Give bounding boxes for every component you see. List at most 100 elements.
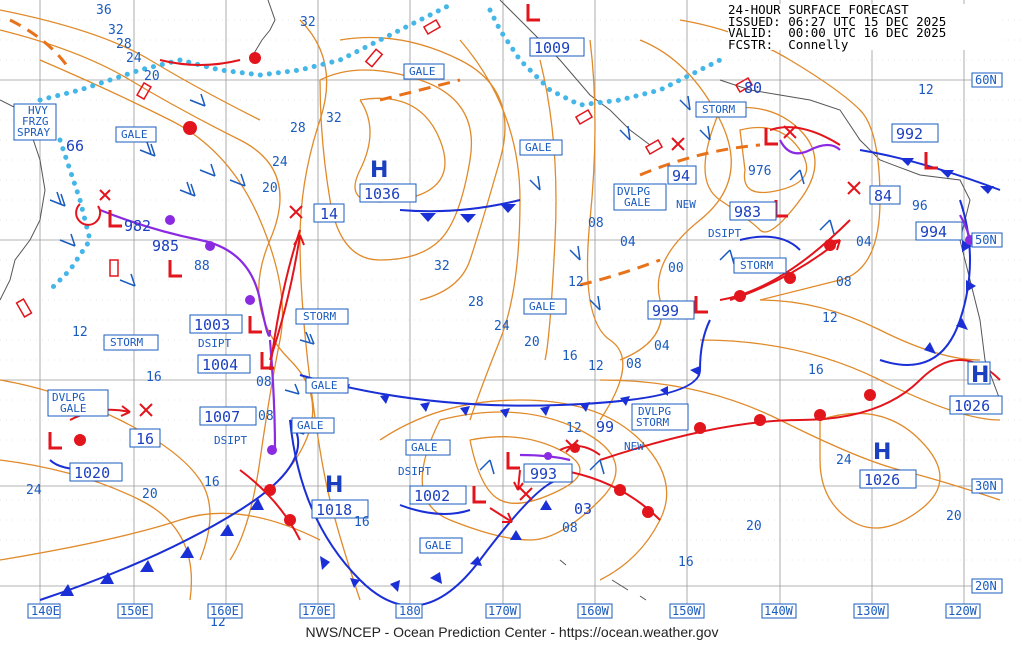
svg-text:24: 24 [26,483,42,498]
lat-60n: 60N [975,73,997,87]
svg-text:08: 08 [836,275,852,290]
value-24: 24 [494,319,510,334]
cold-fronts [39,149,1001,607]
svg-text:16: 16 [808,363,824,378]
svg-text:16: 16 [204,475,220,490]
svg-text:16: 16 [354,515,370,530]
svg-text:32: 32 [300,15,316,30]
tag-dsipt-4: DSIPT [708,227,741,240]
lat-30n: 30N [975,479,997,493]
lon-170w: 170W [488,604,518,618]
warning-gale-7: GALE [411,441,438,454]
warning-hvy-frzg-spray: HVY FRZG SPRAY [17,104,50,139]
lon-170e: 170E [302,604,331,618]
low-985-value: 985 [152,237,179,255]
value-32: 32 [434,259,450,274]
value-16b: 16 [562,349,578,364]
svg-text:20: 20 [746,519,762,534]
svg-text:12: 12 [72,325,88,340]
high-1018-symbol: H [325,473,343,498]
tag-new-2: NEW [624,440,644,453]
lat-lon-grid [0,0,1000,608]
value-03: 03 [574,500,592,518]
value-96: 96 [912,199,928,214]
forecast-values: 66 14 16 94 80 84 99 03 88 96 00 04 08 1… [26,3,962,630]
value-99: 99 [596,418,614,436]
lon-160w: 160W [580,604,610,618]
warning-gale-2: GALE [409,65,436,78]
low-994-value: 994 [920,223,947,241]
isobars [0,9,1001,601]
ice-edge [37,2,723,293]
troughs [9,18,761,287]
svg-text:28: 28 [116,37,132,52]
high-1026-east-symbol: H [873,440,891,465]
value-14: 14 [320,205,338,223]
status-tags: DSIPT DSIPT DSIPT DSIPT NEW NEW [198,198,741,478]
value-12: 12 [568,275,584,290]
value-16: 16 [136,430,154,448]
tag-new-1: NEW [676,198,696,211]
system-marks [69,125,861,523]
lon-120w: 120W [948,604,978,618]
low-982-value: 982 [124,217,151,235]
header-forecaster: FCSTR: Connelly [728,36,849,52]
svg-text:20: 20 [262,181,278,196]
svg-text:24: 24 [272,155,288,170]
lat-20n: 20N [975,579,997,593]
warning-gale-6: GALE [529,300,556,313]
value-04: 04 [620,235,636,250]
value-20: 20 [524,335,540,350]
occluded-markers [165,215,975,460]
warning-gale-1: GALE [121,128,148,141]
low-1003-value: 1003 [194,316,230,334]
low-999-value: 999 [652,302,679,320]
warning-dvlpg-gale-west: DVLPG GALE [52,391,87,415]
warning-labels: HVY FRZG SPRAY GALE GALE STORM DVLPG GALE S… [13,63,787,554]
svg-text:20: 20 [144,69,160,84]
tag-dsipt-2: DSIPT [214,434,247,447]
svg-text:04: 04 [856,235,872,250]
low-993-value: 993 [530,465,557,483]
warning-storm-3: STORM [702,103,735,116]
svg-text:12: 12 [918,83,934,98]
lon-130w: 130W [856,604,886,618]
warning-gale-3: GALE [311,379,338,392]
cold-front-teeth [60,158,994,596]
high-1026-coast-symbol: H [971,363,989,388]
svg-text:12: 12 [822,311,838,326]
footer-credit: NWS/NCEP - Ocean Prediction Center - htt… [305,624,719,640]
high-1026-east-value: 1026 [864,471,900,489]
value-80: 80 [744,79,762,97]
latitude-labels: 60N 50N 30N 20N [971,72,1003,594]
header-issued: ISSUED: 06:27 UTC 15 DEC 2025 [728,13,947,29]
svg-text:08: 08 [562,521,578,536]
forecast-header: 24-HOUR SURFACE FORECAST ISSUED: 06:27 U… [728,4,998,50]
value-36: 36 [96,3,112,18]
svg-text:20: 20 [946,509,962,524]
warning-storm-1: STORM [303,310,336,323]
high-1018-value: 1018 [316,501,352,519]
header-title: 24-HOUR SURFACE FORECAST [728,2,909,17]
warning-dvlpg-gale-east: DVLPG GALE [617,185,651,209]
longitude-labels: 140E 150E 160E 170E 180 170W 160W 150W 1… [27,603,981,619]
high-1036-symbol: H [370,158,388,183]
svg-text:08: 08 [258,409,274,424]
svg-text:24: 24 [126,51,142,66]
lon-140e: 140E [31,604,60,618]
svg-text:16: 16 [146,370,162,385]
svg-text:16: 16 [678,555,694,570]
low-1007-value: 1007 [204,408,240,426]
warning-storm-4: STORM [740,259,773,272]
svg-text:12: 12 [210,615,226,630]
value-08: 08 [588,216,604,231]
svg-text:20: 20 [142,487,158,502]
svg-text:28: 28 [290,121,306,136]
coastlines [0,0,1001,601]
high-1036-value: 1036 [364,185,400,203]
low-1004-value: 1004 [202,356,238,374]
svg-text:04: 04 [654,339,670,354]
wind-barbs [49,93,835,475]
svg-text:08: 08 [256,375,272,390]
